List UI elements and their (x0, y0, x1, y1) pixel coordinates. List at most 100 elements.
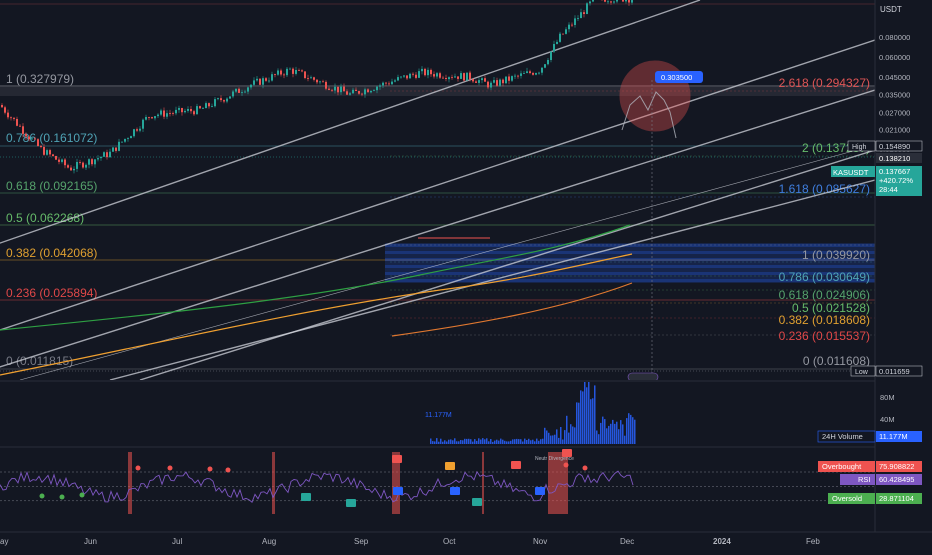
volume-bar (530, 440, 532, 444)
candle-body (451, 77, 453, 78)
overbought-tag-value: 75.908822 (879, 462, 914, 471)
candle-body (613, 1, 615, 3)
candle-body (259, 78, 261, 85)
rsi-signal-label (535, 487, 545, 495)
ma-dark-orange (391, 282, 633, 337)
volume-axis-label-top[interactable]: 80M (880, 393, 895, 402)
candle-body (205, 103, 207, 109)
price-axis-background[interactable] (875, 0, 932, 550)
candle-body (397, 77, 399, 81)
ma-orange (0, 253, 633, 376)
price-axis-label[interactable]: 0.080000 (879, 33, 910, 42)
trend-line[interactable] (0, 39, 875, 331)
candle-body (130, 136, 132, 139)
volume-bar (442, 441, 444, 444)
candle-body (535, 73, 537, 75)
candle-body (319, 81, 321, 83)
price-pane[interactable]: 1 (0.327979) 0.786 (0.161072) 0.618 (0.092… (0, 0, 875, 381)
candle-body (76, 162, 78, 169)
extension-level-label: 2.618 (0.294327) (779, 76, 870, 90)
candle-body (94, 159, 96, 165)
candle-body (172, 113, 174, 114)
candle-body (364, 89, 366, 95)
trend-line[interactable] (0, 89, 875, 370)
candle-body (253, 80, 255, 85)
fib-level-label: 1 (0.327979) (6, 72, 74, 86)
high-tag-box (847, 140, 876, 152)
time-axis-label[interactable]: Jun (84, 537, 97, 546)
extension-level-label: 0.786 (0.030649) (779, 270, 870, 284)
price-axis-label[interactable]: 0.027000 (879, 108, 910, 117)
trend-line[interactable] (0, 0, 701, 250)
volume-bar (602, 416, 604, 444)
candle-body (307, 78, 309, 79)
time-axis-label[interactable]: 2024 (713, 537, 731, 546)
candle-body (100, 156, 102, 159)
candle-body (502, 79, 504, 84)
price-axis-label[interactable]: 0.060000 (879, 53, 910, 62)
low-tag-box (850, 365, 876, 377)
candle-body (325, 81, 327, 89)
trend-line[interactable] (109, 179, 875, 380)
rsi-signal-label (392, 455, 402, 463)
candle-body (40, 146, 42, 147)
candle-body (142, 119, 144, 129)
candle-body (631, 0, 633, 3)
time-axis[interactable]: ay Jun Jul Aug Sep Oct Nov Dec 2024 Feb (0, 537, 820, 546)
rsi-oversold-dot (79, 492, 85, 498)
price-callout-box[interactable] (655, 71, 703, 83)
candle-body (265, 78, 267, 81)
candle-body (13, 117, 15, 119)
candle-body (43, 147, 45, 155)
rsi-overbought-dot (225, 467, 231, 473)
candle-body (505, 76, 507, 84)
extension-level-label: 0 (0.011608) (803, 354, 870, 368)
time-axis-label[interactable]: Dec (620, 537, 634, 546)
time-axis-label[interactable]: Nov (533, 537, 547, 546)
time-axis-label[interactable]: Jul (172, 537, 182, 546)
rsi-tag-value: 60.428495 (879, 475, 914, 484)
time-axis-label[interactable]: Aug (262, 537, 276, 546)
volume-bar (496, 439, 498, 444)
candle-body (127, 138, 129, 139)
trend-channel-lines[interactable] (0, 0, 875, 380)
candle-body (526, 71, 528, 73)
candle-body (586, 3, 588, 14)
candle-body (229, 96, 231, 99)
time-axis-label[interactable]: Sep (354, 537, 369, 546)
volume-bar (572, 426, 574, 444)
candle-body (580, 12, 582, 19)
volume-bar (608, 425, 610, 444)
volume-bar (578, 402, 580, 444)
time-axis-label[interactable]: Oct (443, 537, 456, 546)
chart-annotations[interactable]: 0.303500 (418, 60, 703, 381)
trend-line[interactable] (139, 149, 875, 380)
price-axis-label[interactable]: 0.035000 (879, 90, 910, 99)
currency-label[interactable]: USDT (880, 5, 902, 14)
volume-bar (580, 390, 582, 444)
fib-level-label: 0.382 (0.042068) (6, 246, 97, 260)
volume-bar (472, 441, 474, 444)
candle-body (46, 150, 48, 155)
symbol-countdown: 28:44 (879, 185, 898, 194)
volume-bar (592, 398, 594, 444)
price-axis-label[interactable]: 0.045000 (879, 73, 910, 82)
volume-axis-label-mid[interactable]: 40M (880, 415, 895, 424)
time-axis-label[interactable]: ay (0, 537, 8, 546)
volume-bar (444, 440, 446, 444)
price-axis-label[interactable]: 0.021000 (879, 126, 910, 135)
extension-level-label: 0.382 (0.018608) (779, 313, 870, 327)
volume-bar (458, 441, 460, 444)
candle-body (424, 68, 426, 76)
high-tag-value: 0.154890 (879, 142, 910, 151)
candle-body (466, 72, 468, 81)
candle-body (304, 71, 306, 78)
candle-body (529, 71, 531, 73)
event-marker[interactable] (627, 372, 659, 381)
time-axis-label[interactable]: Feb (806, 537, 820, 546)
price-callout-value[interactable]: 0.303500 (661, 73, 692, 82)
candle-body (328, 88, 330, 90)
candle-body (118, 141, 120, 151)
